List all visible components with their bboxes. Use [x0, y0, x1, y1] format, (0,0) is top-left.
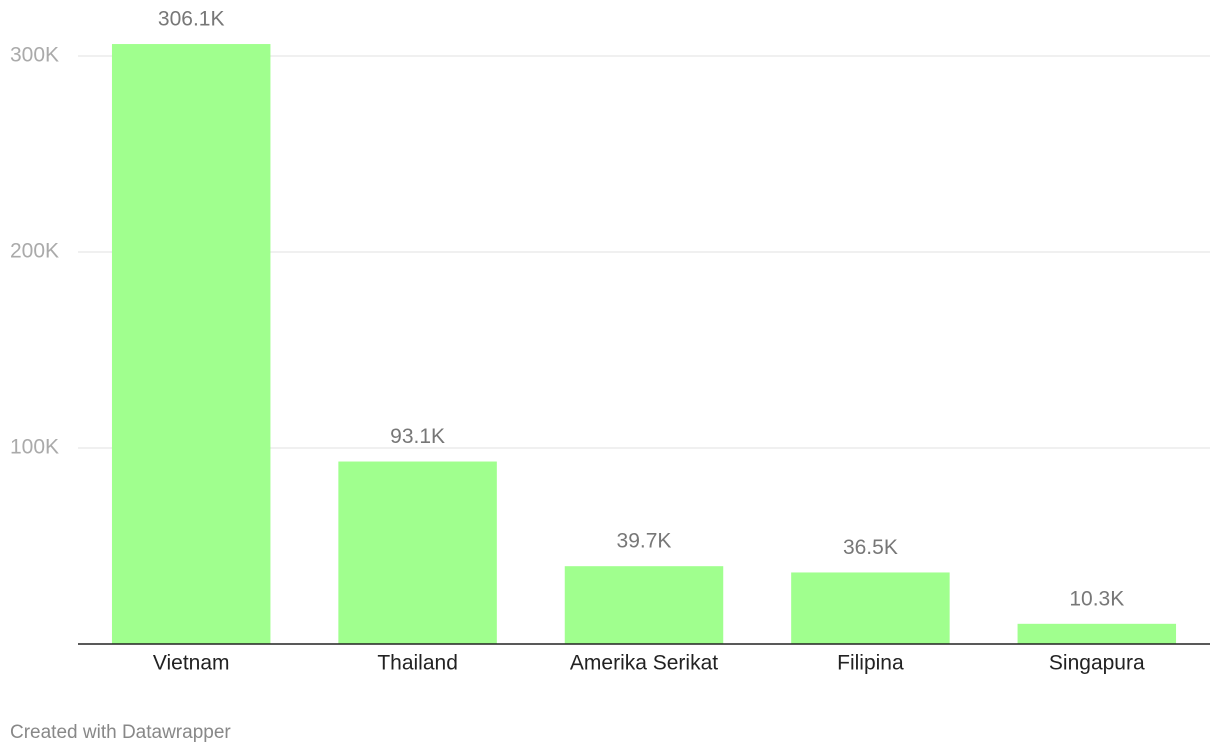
y-tick-label: 200K: [10, 240, 59, 263]
y-tick-label: 100K: [10, 436, 59, 459]
x-tick-label: Singapura: [1049, 652, 1145, 675]
bar: [338, 461, 497, 644]
y-tick-label: 300K: [10, 44, 59, 67]
x-tick-label: Thailand: [377, 652, 458, 675]
value-label: 306.1K: [158, 8, 225, 31]
value-label: 10.3K: [1069, 587, 1124, 610]
bar: [1017, 623, 1177, 644]
value-label: 93.1K: [390, 425, 445, 448]
value-label: 39.7K: [617, 530, 672, 553]
x-tick-label: Vietnam: [153, 652, 230, 675]
x-tick-label: Filipina: [837, 652, 904, 675]
x-tick-label: Amerika Serikat: [570, 652, 718, 675]
value-label: 36.5K: [843, 536, 898, 559]
bar: [564, 566, 724, 644]
bar: [791, 572, 950, 644]
bar: [111, 44, 271, 644]
credit: Created with Datawrapper: [10, 722, 231, 743]
